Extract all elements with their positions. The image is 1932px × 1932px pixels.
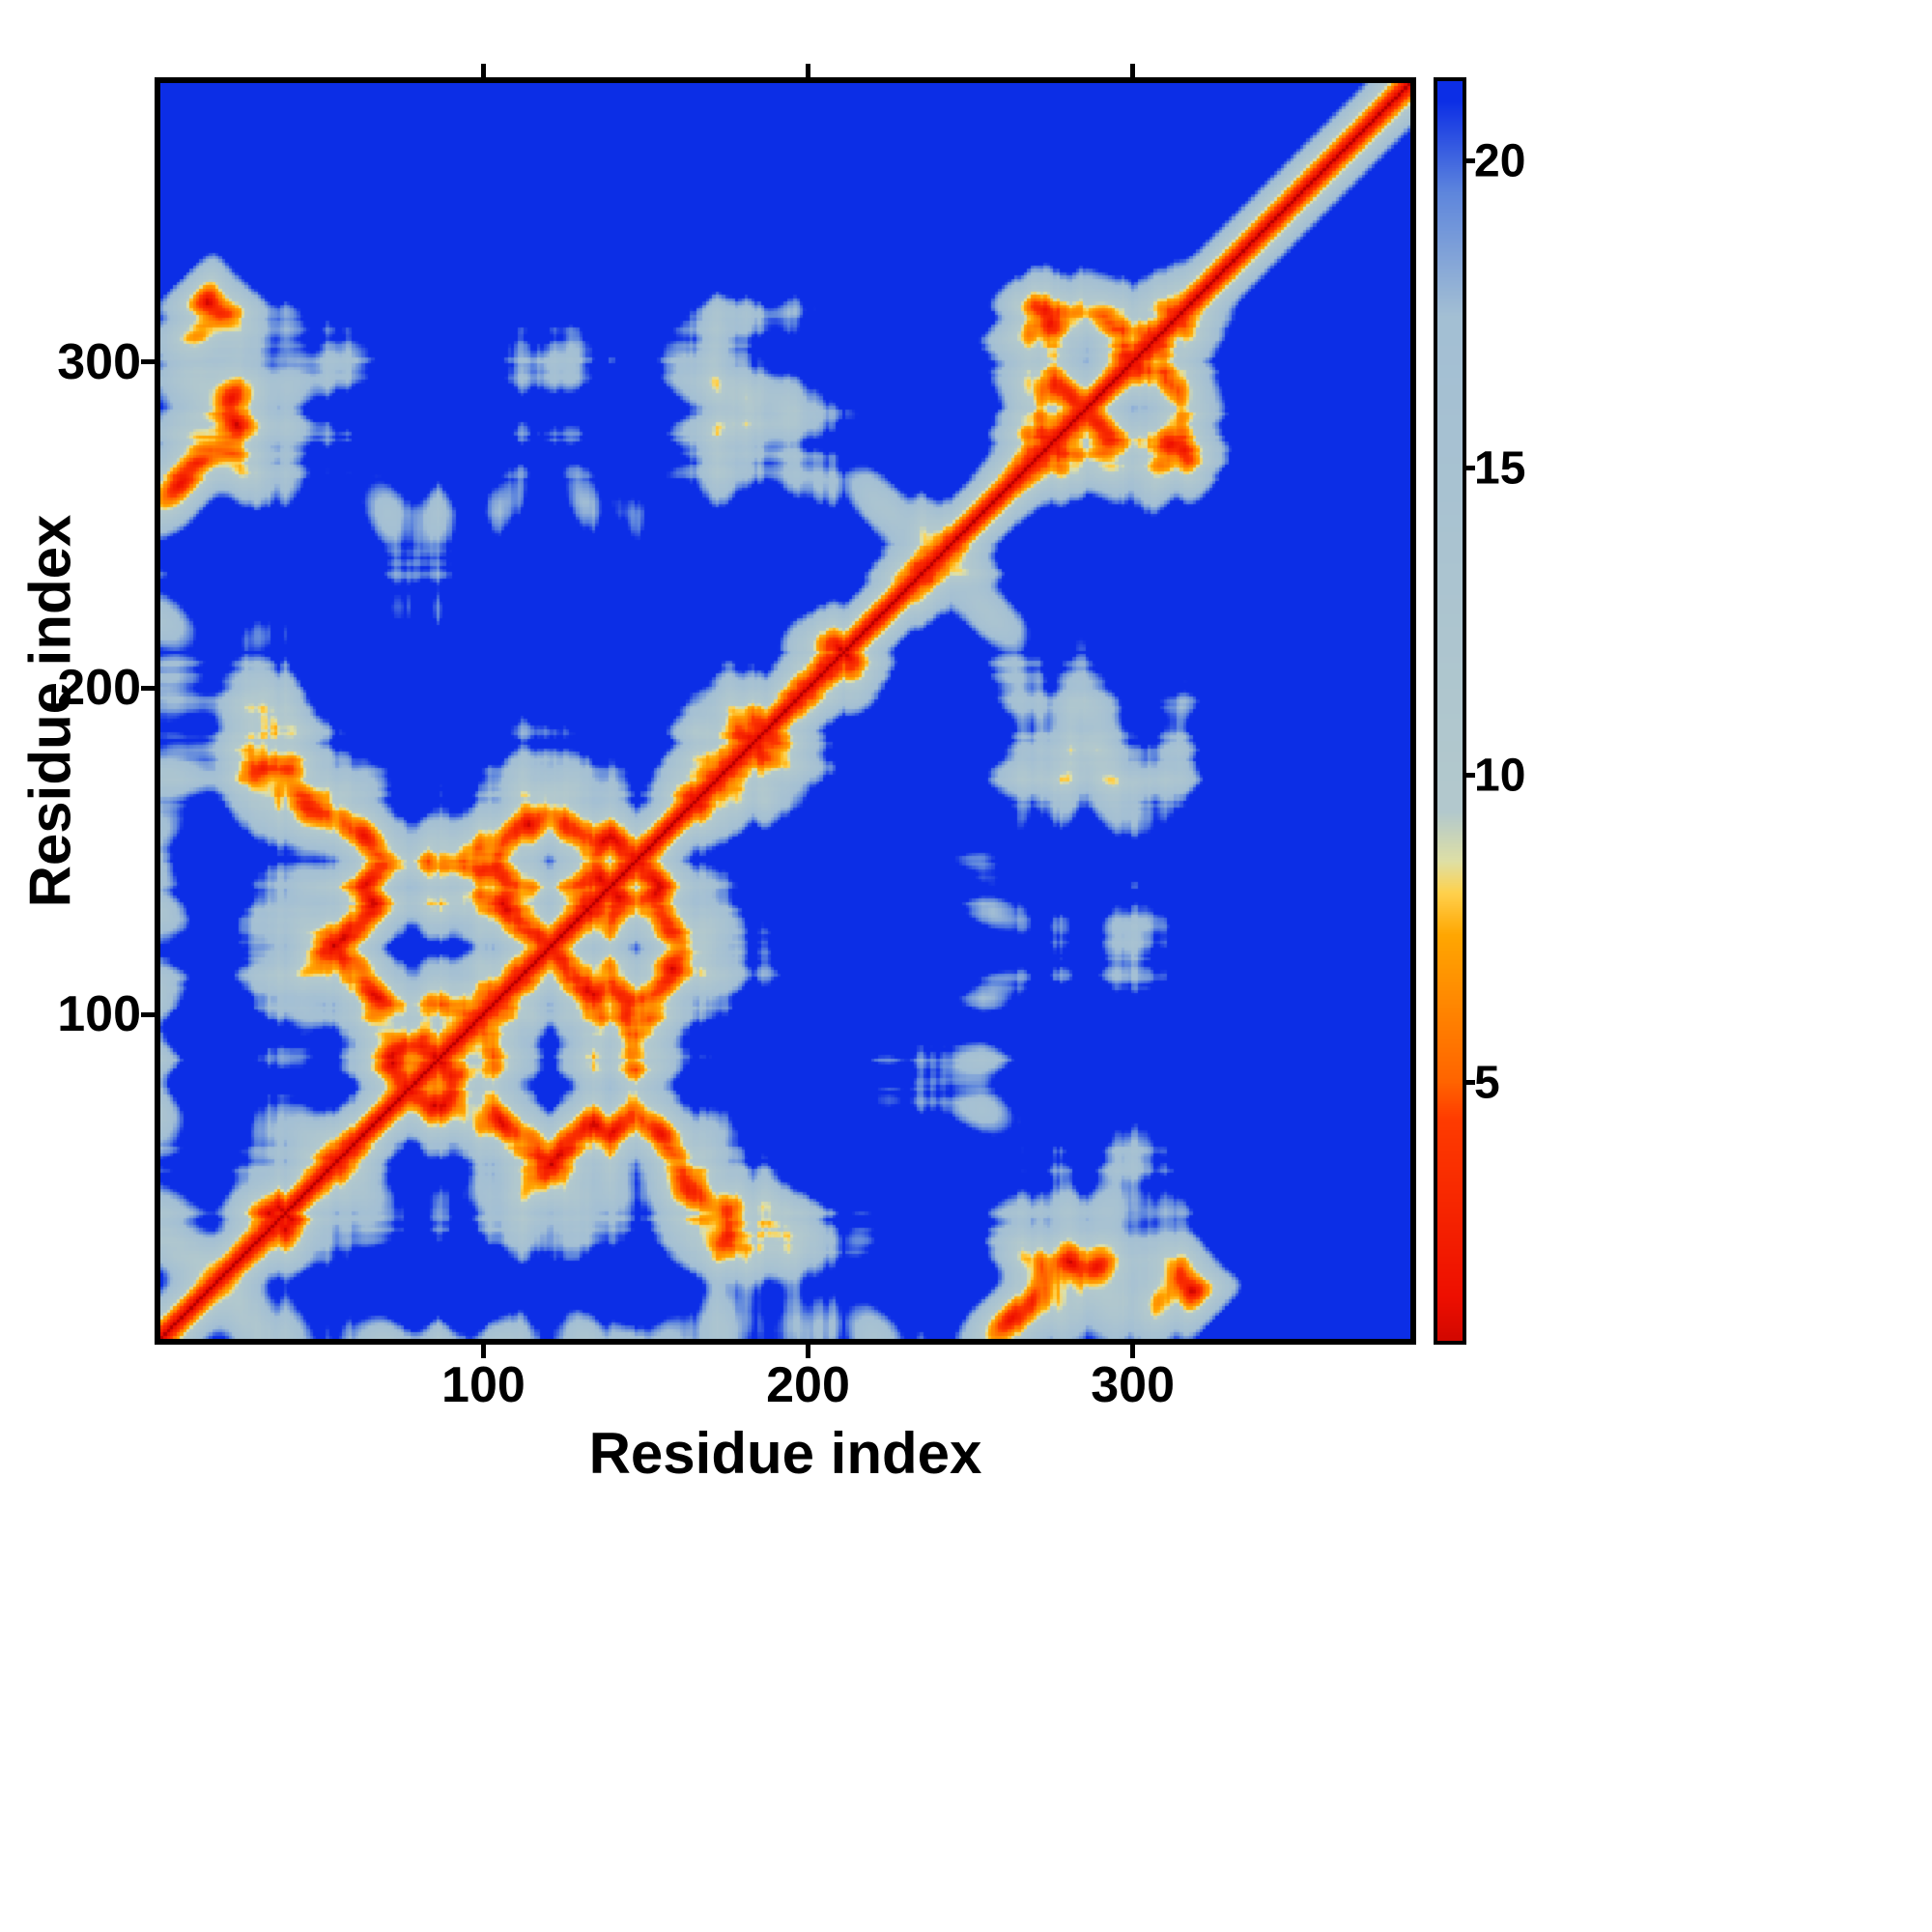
x-tick-mark-top — [480, 64, 486, 77]
x-tick-mark-bottom — [1130, 1345, 1136, 1358]
y-tick-label: 300 — [57, 333, 141, 390]
colorbar-canvas — [1437, 81, 1463, 1341]
colorbar-tick-mark — [1466, 773, 1475, 779]
y-tick-label: 100 — [57, 986, 141, 1043]
x-tick-mark-top — [1130, 64, 1136, 77]
y-tick-mark-left — [141, 359, 155, 365]
colorbar-tick-mark — [1466, 158, 1475, 164]
y-tick-mark-left — [141, 1011, 155, 1017]
x-tick-label: 200 — [766, 1357, 850, 1413]
x-tick-label: 300 — [1091, 1357, 1176, 1413]
colorbar-tick-label: 5 — [1474, 1057, 1500, 1109]
x-tick-mark-top — [806, 64, 811, 77]
heatmap-canvas — [160, 83, 1410, 1339]
x-tick-mark-bottom — [480, 1345, 486, 1358]
x-tick-label: 100 — [441, 1357, 526, 1413]
x-axis-label: Residue index — [588, 1421, 982, 1486]
colorbar-tick-mark — [1466, 1080, 1475, 1086]
colorbar-tick-label: 10 — [1474, 750, 1526, 802]
colorbar-tick-mark — [1466, 466, 1475, 471]
colorbar-tick-label: 20 — [1474, 135, 1526, 187]
colorbar-tick-label: 15 — [1474, 442, 1526, 495]
x-tick-mark-bottom — [806, 1345, 811, 1358]
y-tick-mark-left — [141, 685, 155, 691]
y-tick-label: 200 — [57, 660, 141, 717]
